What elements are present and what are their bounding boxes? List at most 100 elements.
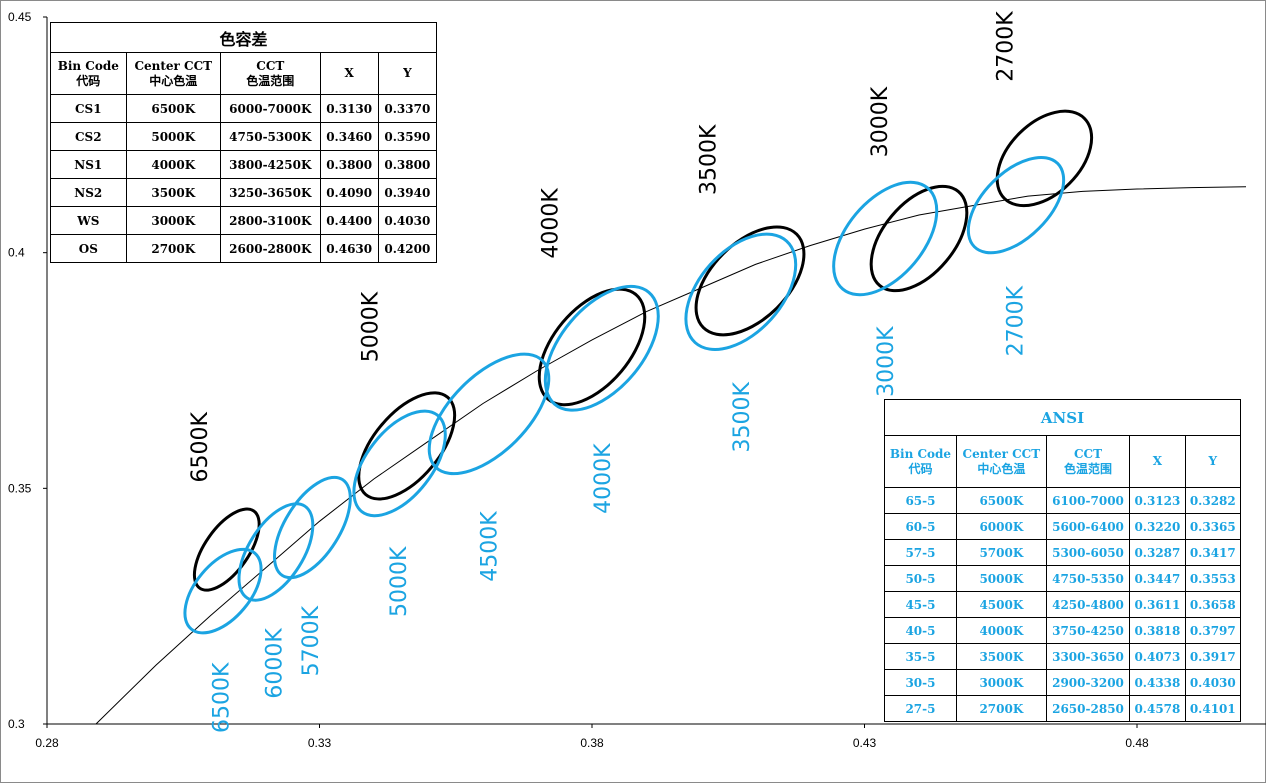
- ansi-table-cell: 27-5: [884, 695, 957, 722]
- blue-ellipse-3000k: [832, 180, 939, 297]
- ellipses: [183, 109, 1094, 635]
- ansi-table-cell: 4750-5350: [1045, 565, 1131, 592]
- ansi-table-cell: 5300-6050: [1045, 539, 1131, 566]
- cs-table-cell: 4000K: [125, 150, 221, 179]
- ansi-table-row: 40-5 4000K 3750-4250 0.3818 0.3797: [884, 617, 1242, 644]
- ansi-header-4: Y: [1184, 435, 1242, 488]
- cs-table-cell: OS: [50, 234, 127, 263]
- cs-table-cell: CS2: [50, 122, 127, 151]
- cs-table-cell: 3000K: [125, 206, 221, 235]
- black-ellipse-4000k: [537, 287, 647, 407]
- ansi-table-cell: 0.3287: [1129, 539, 1186, 566]
- ansi-table-cell: 0.3658: [1184, 591, 1242, 618]
- blue-label-3000k: 3000K: [874, 326, 899, 397]
- blue-label-4000k: 4000K: [591, 443, 616, 514]
- cs-table-row: WS 3000K 2800-3100K 0.4400 0.4030: [50, 206, 438, 235]
- ansi-table-cell: 6000K: [955, 513, 1047, 540]
- ansi-table-cell: 6100-7000: [1045, 487, 1131, 514]
- ansi-table-cell: 4000K: [955, 617, 1047, 644]
- cs-table-cell: 0.4090: [319, 178, 379, 207]
- cs-table-cell: 5000K: [125, 122, 221, 151]
- cs-table-title: 色容差: [50, 22, 437, 53]
- cs-table-row: NS2 3500K 3250-3650K 0.4090 0.3940: [50, 178, 438, 207]
- blue-ellipse-3500k: [684, 232, 798, 351]
- blue-ellipse-5700k: [273, 475, 352, 580]
- ansi-header-line: Y: [1208, 454, 1218, 468]
- black-label-6500k: 6500K: [188, 412, 213, 483]
- ansi-table-row: 60-5 6000K 5600-6400 0.3220 0.3365: [884, 513, 1242, 540]
- x-tick-label: 0.43: [853, 736, 877, 750]
- blue-ellipse-2700k: [966, 155, 1066, 255]
- black-ellipse-3000k: [869, 184, 969, 293]
- ansi-table-body: 65-5 6500K 6100-7000 0.3123 0.3282 60-5 6000K 5…: [884, 487, 1242, 722]
- ansi-table-row: 65-5 6500K 6100-7000 0.3123 0.3282: [884, 487, 1242, 514]
- black-ellipse-2700k: [995, 109, 1094, 208]
- ansi-table-cell: 0.3553: [1184, 565, 1242, 592]
- cs-table-cell: 2700K: [125, 234, 221, 263]
- ansi-table-row: 57-5 5700K 5300-6050 0.3287 0.3417: [884, 539, 1242, 566]
- x-tick-label: 0.38: [580, 736, 604, 750]
- ansi-table-cell: 0.4338: [1129, 669, 1186, 696]
- cs-table-cell: 0.3800: [377, 150, 438, 179]
- ansi-table-row: 27-5 2700K 2650-2850 0.4578 0.4101: [884, 695, 1242, 722]
- ansi-table-cell: 2650-2850: [1045, 695, 1131, 722]
- cs-header-2: CCT 色温范围: [219, 52, 321, 95]
- ansi-table-cell: 0.4101: [1184, 695, 1242, 722]
- cs-header-line: X: [344, 66, 354, 80]
- ansi-header-line: Bin Code: [889, 446, 952, 461]
- cs-table-cell: 4750-5300K: [219, 122, 321, 151]
- ansi-table-cell: 0.3447: [1129, 565, 1186, 592]
- ansi-table-cell: 57-5: [884, 539, 957, 566]
- black-label-4000k: 4000K: [539, 188, 564, 259]
- ansi-table-title: ANSI: [884, 399, 1241, 436]
- y-tick-label: 0.3: [8, 717, 25, 731]
- ansi-table-cell: 0.4073: [1129, 643, 1186, 670]
- ansi-table-cell: 65-5: [884, 487, 957, 514]
- cs-table-cell: 0.3370: [377, 94, 438, 123]
- blue-label-2700k: 2700K: [1004, 285, 1029, 356]
- ansi-table-cell: 0.3282: [1184, 487, 1242, 514]
- ansi-table-cell: 30-5: [884, 669, 957, 696]
- ansi-header-line: CCT: [1073, 446, 1103, 461]
- y-tick-label: 0.4: [8, 246, 25, 260]
- cs-header-line: 代码: [76, 73, 101, 88]
- ansi-table-cell: 0.3417: [1184, 539, 1242, 566]
- ansi-table-row: 35-5 3500K 3300-3650 0.4073 0.3917: [884, 643, 1242, 670]
- cs-table-cell: 6000-7000K: [219, 94, 321, 123]
- ansi-table-cell: 0.3123: [1129, 487, 1186, 514]
- black-label-5000k: 5000K: [358, 291, 383, 362]
- ansi-header-1: Center CCT 中心色温: [955, 435, 1047, 488]
- cs-table-cell: 0.4200: [377, 234, 438, 263]
- cs-table-cell: 0.4630: [319, 234, 379, 263]
- blue-label-5000k: 5000K: [387, 546, 412, 617]
- cs-table-header: Bin Code 代码 Center CCT 中心色温 CCT 色温范围 X Y: [50, 52, 438, 95]
- cs-header-line: 色温范围: [246, 73, 295, 88]
- x-tick-label: 0.48: [1125, 736, 1149, 750]
- cs-header-line: CCT: [256, 58, 285, 73]
- cs-header-line: Center CCT: [134, 58, 213, 73]
- ansi-table-cell: 35-5: [884, 643, 957, 670]
- blue-label-3500k: 3500K: [730, 382, 755, 453]
- cs-table-body: CS1 6500K 6000-7000K 0.3130 0.3370 CS2 5000K 47…: [50, 94, 438, 263]
- cs-table-cell: CS1: [50, 94, 127, 123]
- ansi-table-cell: 50-5: [884, 565, 957, 592]
- black-label-3500k: 3500K: [697, 124, 722, 195]
- ansi-table-cell: 3000K: [955, 669, 1047, 696]
- ansi-table-row: 30-5 3000K 2900-3200 0.4338 0.4030: [884, 669, 1242, 696]
- cs-table-cell: 2800-3100K: [219, 206, 321, 235]
- ansi-table-cell: 5700K: [955, 539, 1047, 566]
- ansi-table-cell: 60-5: [884, 513, 957, 540]
- cs-table-cell: 0.3130: [319, 94, 379, 123]
- ansi-table-cell: 0.3365: [1184, 513, 1242, 540]
- blue-label-6500k: 6500K: [210, 662, 235, 733]
- cs-table-cell: NS2: [50, 178, 127, 207]
- ansi-table-cell: 2700K: [955, 695, 1047, 722]
- cs-table-cell: 3250-3650K: [219, 178, 321, 207]
- axes: 0.28 0.33 0.38 0.43 0.48 0.3 0.35 0.4 0.45: [8, 10, 1266, 750]
- cs-table-row: CS1 6500K 6000-7000K 0.3130 0.3370: [50, 94, 438, 123]
- x-tick-label: 0.28: [35, 736, 59, 750]
- ansi-header-line: Center CCT: [962, 446, 1041, 461]
- ansi-header-3: X: [1129, 435, 1186, 488]
- cs-table-cell: NS1: [50, 150, 127, 179]
- ansi-table-cell: 0.3797: [1184, 617, 1242, 644]
